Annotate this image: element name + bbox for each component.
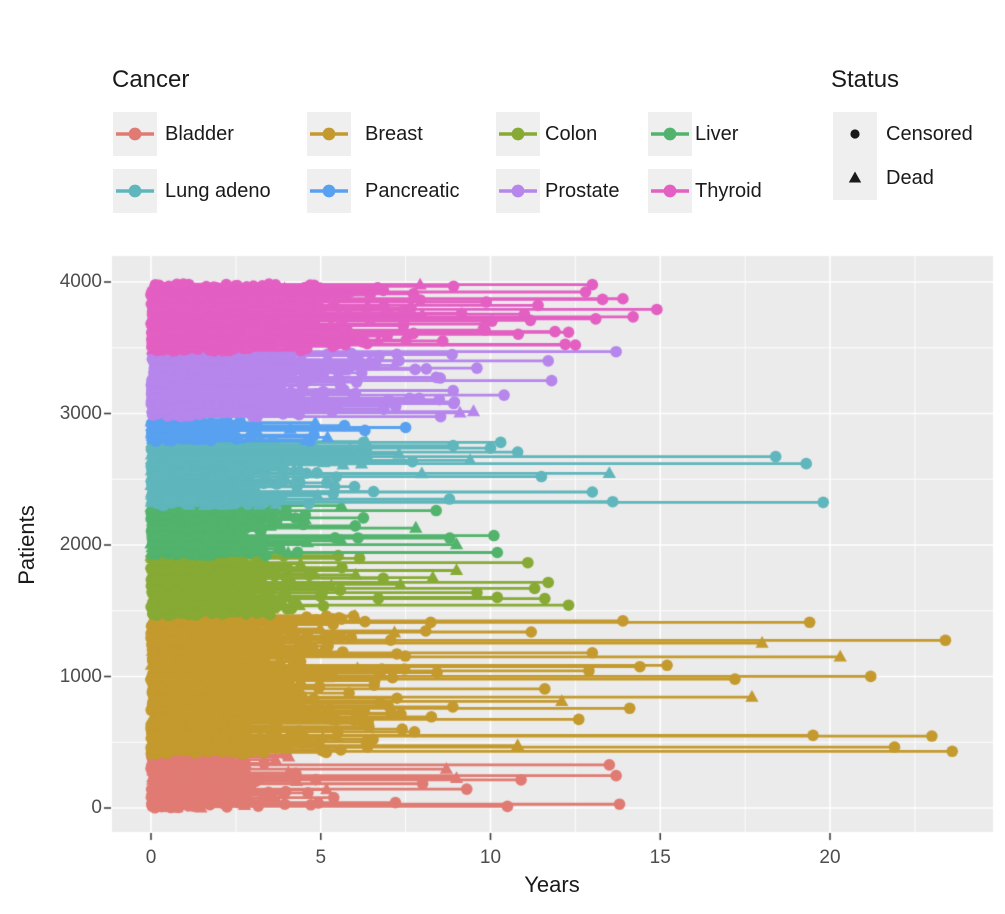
- legend-key-censored: [833, 112, 877, 156]
- legend-item-prostate: Prostate: [545, 180, 620, 202]
- x-tick-label: 15: [649, 847, 671, 868]
- x-tick-label: 10: [479, 847, 502, 868]
- swimmer-key-icon: [116, 184, 154, 198]
- y-tick-label: 0: [91, 797, 102, 818]
- legend-item-liver: Liver: [695, 123, 739, 145]
- swimmer-key-icon: [499, 184, 537, 198]
- x-tick-label: 0: [145, 847, 157, 868]
- triangle-icon: [848, 171, 862, 183]
- legend-key-colon: [496, 112, 540, 156]
- swimmer-key-icon: [499, 127, 537, 141]
- swimmer-key-icon: [310, 184, 348, 198]
- swimmer-key-icon: [116, 127, 154, 141]
- swimmer-key-icon: [651, 127, 689, 141]
- swimmer-key-icon: [310, 127, 348, 141]
- legend-item-bladder: Bladder: [165, 123, 234, 145]
- x-axis-title: Years: [524, 872, 580, 897]
- y-tick-label: 4000: [59, 271, 102, 292]
- legend-item-dead: Dead: [886, 167, 934, 189]
- x-tick-label: 5: [315, 847, 327, 868]
- legend-item-censored: Censored: [886, 123, 973, 145]
- legend-key-prostate: [496, 169, 540, 213]
- legend-status-title: Status: [831, 66, 900, 93]
- y-tick-label: 2000: [59, 534, 102, 555]
- legend-item-pancreatic: Pancreatic: [365, 180, 460, 202]
- legend-key-breast: [307, 112, 351, 156]
- legend-item-breast: Breast: [365, 123, 423, 145]
- legend-item-thyroid: Thyroid: [695, 180, 762, 202]
- legend-key-thyroid: [648, 169, 692, 213]
- y-tick-label: 3000: [59, 402, 102, 424]
- circle-icon: [850, 129, 860, 139]
- legend-key-liver: [648, 112, 692, 156]
- legend-key-lung-adeno: [113, 169, 157, 213]
- legend-key-bladder: [113, 112, 157, 156]
- legend-key-dead: [833, 156, 877, 200]
- swimmer-key-icon: [651, 184, 689, 198]
- legend-cancer-title: Cancer: [112, 66, 190, 93]
- y-tick-label: 1000: [59, 665, 102, 687]
- legend-key-pancreatic: [307, 169, 351, 213]
- legend-item-colon: Colon: [545, 123, 598, 145]
- x-tick-label: 20: [819, 847, 841, 868]
- legend-item-lung-adeno: Lung adeno: [165, 180, 271, 202]
